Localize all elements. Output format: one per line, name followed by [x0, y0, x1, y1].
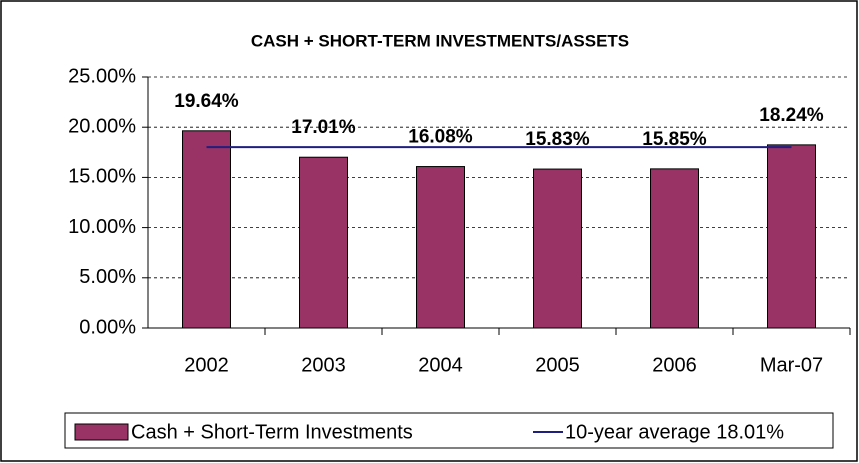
x-tick-label: 2005	[535, 354, 580, 376]
y-tick-label: 5.00%	[79, 266, 136, 288]
data-label: 15.83%	[525, 129, 590, 150]
bar	[299, 156, 348, 329]
data-label: 18.24%	[759, 105, 824, 126]
x-tick-label: 2006	[652, 354, 697, 376]
data-label: 17.01%	[291, 117, 356, 138]
x-tick-label: 2004	[418, 354, 463, 376]
legend-label: Cash + Short-Term Investments	[131, 421, 413, 443]
bar	[533, 168, 582, 329]
legend-box	[64, 412, 834, 449]
bar	[416, 166, 465, 329]
legend-label: 10-year average 18.01%	[565, 421, 784, 443]
y-tick-label: 25.00%	[68, 65, 136, 87]
bar	[182, 130, 231, 329]
x-tick-label: Mar-07	[760, 354, 823, 376]
y-tick-label: 10.00%	[68, 216, 136, 238]
y-tick-label: 0.00%	[79, 316, 136, 338]
data-label: 19.64%	[174, 91, 239, 112]
legend-swatch	[74, 423, 129, 441]
bar	[767, 144, 816, 329]
x-tick-label: 2002	[184, 354, 229, 376]
x-tick-label: 2003	[301, 354, 346, 376]
data-label: 15.85%	[642, 129, 707, 150]
data-label: 16.08%	[408, 127, 473, 148]
y-tick-label: 20.00%	[68, 115, 136, 137]
bar	[650, 168, 699, 329]
y-tick-label: 15.00%	[68, 166, 136, 188]
chart-title: CASH + SHORT-TERM INVESTMENTS/ASSETS	[251, 31, 629, 50]
